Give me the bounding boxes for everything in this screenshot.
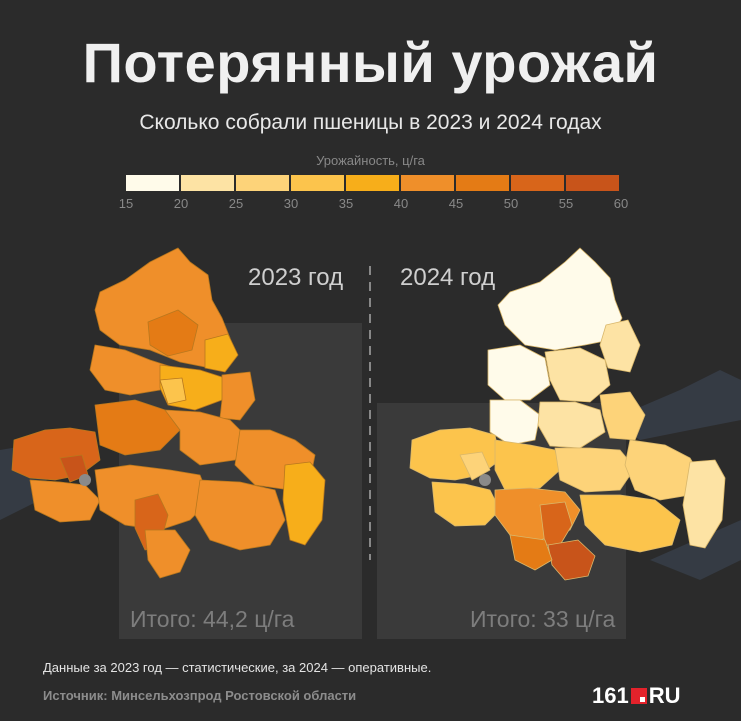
legend-tick-label: 50 — [503, 196, 519, 211]
legend-swatch — [291, 175, 344, 191]
color-legend — [126, 175, 621, 191]
legend-swatch — [456, 175, 509, 191]
region-2024-east-mid — [599, 391, 646, 441]
region-2023-center-small — [159, 377, 187, 405]
logo-text-161: 161 — [592, 683, 629, 708]
region-2023-south-east — [194, 479, 286, 551]
total-2024: Итого: 33 ц/га — [470, 606, 616, 632]
legend-tick-label: 20 — [173, 196, 189, 211]
page-title: Потерянный урожай — [82, 31, 659, 94]
region-2024-north — [497, 247, 623, 351]
region-2023-west-mid — [89, 344, 176, 396]
region-2024-south-east — [579, 494, 681, 553]
city-rostov-2023 — [79, 474, 91, 486]
legend-tick-label: 60 — [613, 196, 629, 211]
region-2024-south-west — [431, 481, 501, 527]
yield-maps — [0, 247, 741, 639]
region-2024-north-east — [599, 319, 641, 373]
region-2023-mid-west — [94, 399, 181, 456]
legend-tick-label: 35 — [338, 196, 354, 211]
city-rostov-2024 — [479, 474, 491, 486]
year-label-2024: 2024 год — [400, 264, 496, 291]
region-2024-west-north — [487, 344, 551, 401]
region-2023-south-tip — [144, 529, 191, 579]
legend-swatch — [181, 175, 234, 191]
region-2024-mid — [554, 447, 636, 493]
brand-logo[interactable]: 161 RU — [592, 683, 681, 708]
map-2023 — [11, 247, 326, 579]
map-2024 — [409, 247, 726, 581]
region-2023-northeast — [204, 333, 239, 373]
year-label-2023: 2023 год — [248, 264, 344, 291]
data-note: Данные за 2023 год — статистические, за … — [43, 660, 432, 675]
region-2024-far-east — [682, 459, 726, 549]
region-2024-rostov-ring — [459, 451, 491, 481]
legend-swatch — [511, 175, 564, 191]
region-2024-west — [489, 399, 541, 446]
region-2023-north-inner — [147, 309, 199, 357]
logo-square-icon — [630, 688, 647, 704]
legend-ticks: 15 20 25 30 35 40 45 50 55 60 — [0, 196, 741, 214]
region-2023-south-west2 — [29, 479, 101, 523]
page-subtitle: Сколько собрали пшеницы в 2023 и 2024 го… — [139, 111, 602, 134]
legend-tick-label: 55 — [558, 196, 574, 211]
legend-swatch — [126, 175, 179, 191]
logo-text-ru: RU — [648, 683, 681, 708]
region-2023-far-east — [282, 461, 326, 546]
legend-title: Урожайность, ц/га — [316, 153, 425, 168]
region-2024-south-tip — [547, 539, 596, 581]
region-2024-center-north — [544, 347, 611, 403]
legend-swatch — [346, 175, 399, 191]
legend-tick-label: 30 — [283, 196, 299, 211]
region-2024-south-mid — [509, 534, 553, 571]
legend-swatch — [236, 175, 289, 191]
region-2024-mid-west — [494, 439, 561, 491]
region-2024-center — [537, 401, 606, 449]
legend-tick-label: 25 — [228, 196, 244, 211]
source-text: Источник: Минсельхозпрод Ростовской обла… — [43, 688, 357, 703]
region-2023-east-mid — [219, 371, 256, 421]
legend-tick-label: 40 — [393, 196, 409, 211]
total-2023: Итого: 44,2 ц/га — [130, 606, 295, 632]
region-2023-mid — [164, 409, 251, 466]
legend-tick-label: 15 — [118, 196, 134, 211]
legend-swatch — [401, 175, 454, 191]
legend-tick-label: 45 — [448, 196, 464, 211]
region-2024-south-inner — [539, 501, 573, 546]
legend-swatch — [566, 175, 619, 191]
